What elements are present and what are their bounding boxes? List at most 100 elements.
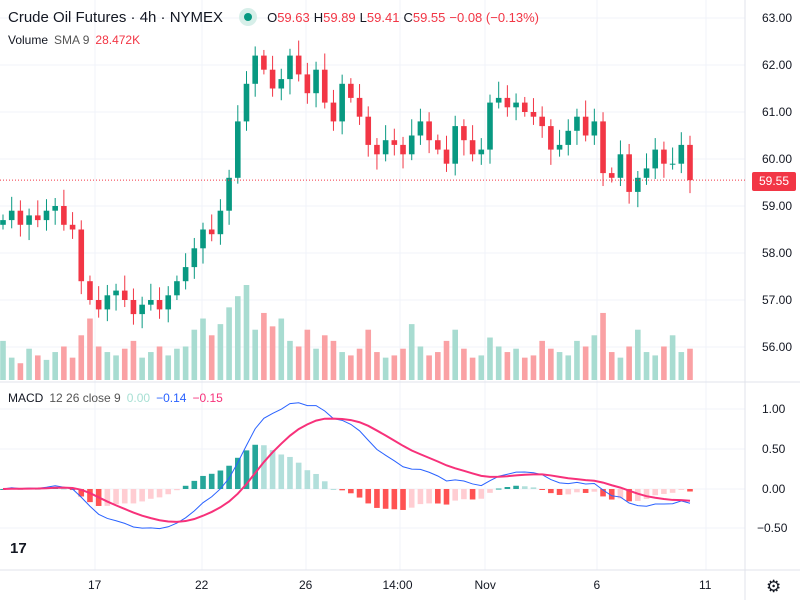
volume-bar	[148, 352, 154, 380]
macd-histogram-bar	[0, 489, 6, 490]
macd-histogram-bar	[330, 488, 337, 490]
macd-histogram-bar	[443, 489, 450, 505]
candle-body	[443, 149, 450, 164]
candle-body	[582, 116, 589, 136]
volume-bar	[339, 352, 345, 380]
volume-bar	[652, 355, 659, 380]
volume-bar	[295, 346, 302, 380]
market-status-icon	[239, 8, 258, 26]
volume-bar	[0, 340, 6, 380]
volume-label: Volume	[8, 33, 49, 47]
time-tick-label: 22	[195, 578, 209, 592]
change-value: −0.08 (−0.13%)	[449, 9, 540, 25]
macd-histogram-bar	[469, 489, 476, 500]
candle-body	[495, 97, 502, 103]
volume-bar	[243, 285, 250, 380]
price-tick-label: 60.00	[762, 152, 793, 166]
volume-bar	[52, 352, 58, 380]
volume-bar	[269, 326, 276, 380]
macd-histogram-bar	[591, 489, 598, 492]
candle-body	[200, 229, 206, 249]
macd-histogram-bar	[234, 457, 241, 489]
volume-bar	[495, 346, 502, 380]
candle-body	[78, 229, 85, 282]
macd-histogram-bar	[539, 489, 545, 490]
symbol-legend: Crude Oil Futures · 4h · NYMEX O59.63 H5…	[8, 8, 543, 26]
symbol-title[interactable]: Crude Oil Futures · 4h · NYMEX	[8, 8, 224, 26]
candle-body	[87, 281, 93, 300]
macd-histogram-bar	[61, 488, 67, 490]
macd-histogram-bar	[495, 488, 502, 490]
candle-body	[182, 267, 189, 282]
volume-bar	[513, 348, 519, 380]
macd-histogram-bar	[391, 489, 398, 510]
candle-body	[148, 300, 154, 305]
volume-bar	[252, 329, 258, 380]
macd-histogram-bar	[643, 489, 650, 500]
candle-body	[452, 126, 459, 164]
time-tick-label: Nov	[474, 578, 496, 592]
candle-body	[669, 163, 676, 165]
volume-bar	[287, 340, 293, 380]
volume-bar	[348, 355, 354, 380]
volume-bar	[356, 348, 363, 380]
volume-bar	[565, 355, 572, 380]
candle-body	[339, 83, 345, 122]
macd-histogram-bar	[521, 486, 528, 489]
candle-body	[226, 177, 232, 211]
volume-bar	[208, 335, 215, 380]
tradingview-logo-icon[interactable]: 17	[10, 540, 27, 557]
macd-histogram-bar	[687, 489, 693, 492]
macd-params: 12 26 close 9	[49, 391, 121, 405]
volume-bar	[330, 340, 337, 380]
signal-value: −0.15	[192, 391, 223, 405]
candle-body	[461, 126, 467, 141]
candle-body	[348, 83, 354, 98]
candle-body	[565, 130, 572, 145]
macd-histogram-bar	[321, 481, 328, 489]
open-label: O	[267, 9, 278, 25]
volume-bar	[156, 346, 163, 380]
volume-bar	[374, 352, 380, 380]
candle-body	[156, 300, 163, 310]
macd-histogram-bar	[548, 489, 554, 494]
volume-bar	[469, 357, 476, 380]
candle-body	[539, 116, 545, 127]
macd-tick-label: 0.50	[762, 442, 786, 456]
settings-gear-icon[interactable]: ⚙	[766, 577, 782, 596]
volume-bar	[635, 329, 641, 380]
macd-histogram-bar	[487, 489, 493, 493]
macd-histogram-bar	[121, 489, 128, 504]
volume-legend[interactable]: Volume SMA 9 28.472K	[8, 33, 140, 47]
volume-bar	[435, 352, 441, 380]
candle-body	[234, 121, 241, 178]
open-value: 59.63	[277, 9, 310, 25]
macd-legend[interactable]: MACD 12 26 close 9 0.00 −0.14 −0.15	[8, 391, 223, 405]
volume-bar	[426, 355, 432, 380]
candle-body	[591, 121, 598, 136]
volume-bar	[113, 355, 119, 380]
macd-histogram-bar	[200, 475, 206, 489]
macd-histogram-bar	[104, 489, 111, 506]
macd-histogram-bar	[78, 489, 85, 497]
price-tick-label: 59.00	[762, 199, 793, 213]
macd-histogram-bar	[130, 489, 137, 504]
time-tick-label: 11	[699, 578, 712, 592]
macd-histogram-bar	[374, 489, 380, 508]
signal-line	[2, 417, 691, 523]
macd-tick-label: 0.00	[762, 482, 786, 496]
volume-bar	[87, 318, 93, 380]
candle-body	[435, 140, 441, 150]
macd-line	[2, 402, 691, 530]
candle-body	[43, 210, 50, 221]
macd-histogram-bar	[165, 489, 172, 495]
candle-body	[652, 149, 659, 169]
candle-body	[130, 300, 137, 315]
candle-body	[617, 154, 624, 178]
candle-body	[52, 206, 58, 211]
price-tick-label: 58.00	[762, 246, 793, 260]
time-tick-label: 14:00	[382, 578, 413, 592]
macd-value: −0.14	[156, 391, 187, 405]
volume-bar	[452, 329, 459, 380]
